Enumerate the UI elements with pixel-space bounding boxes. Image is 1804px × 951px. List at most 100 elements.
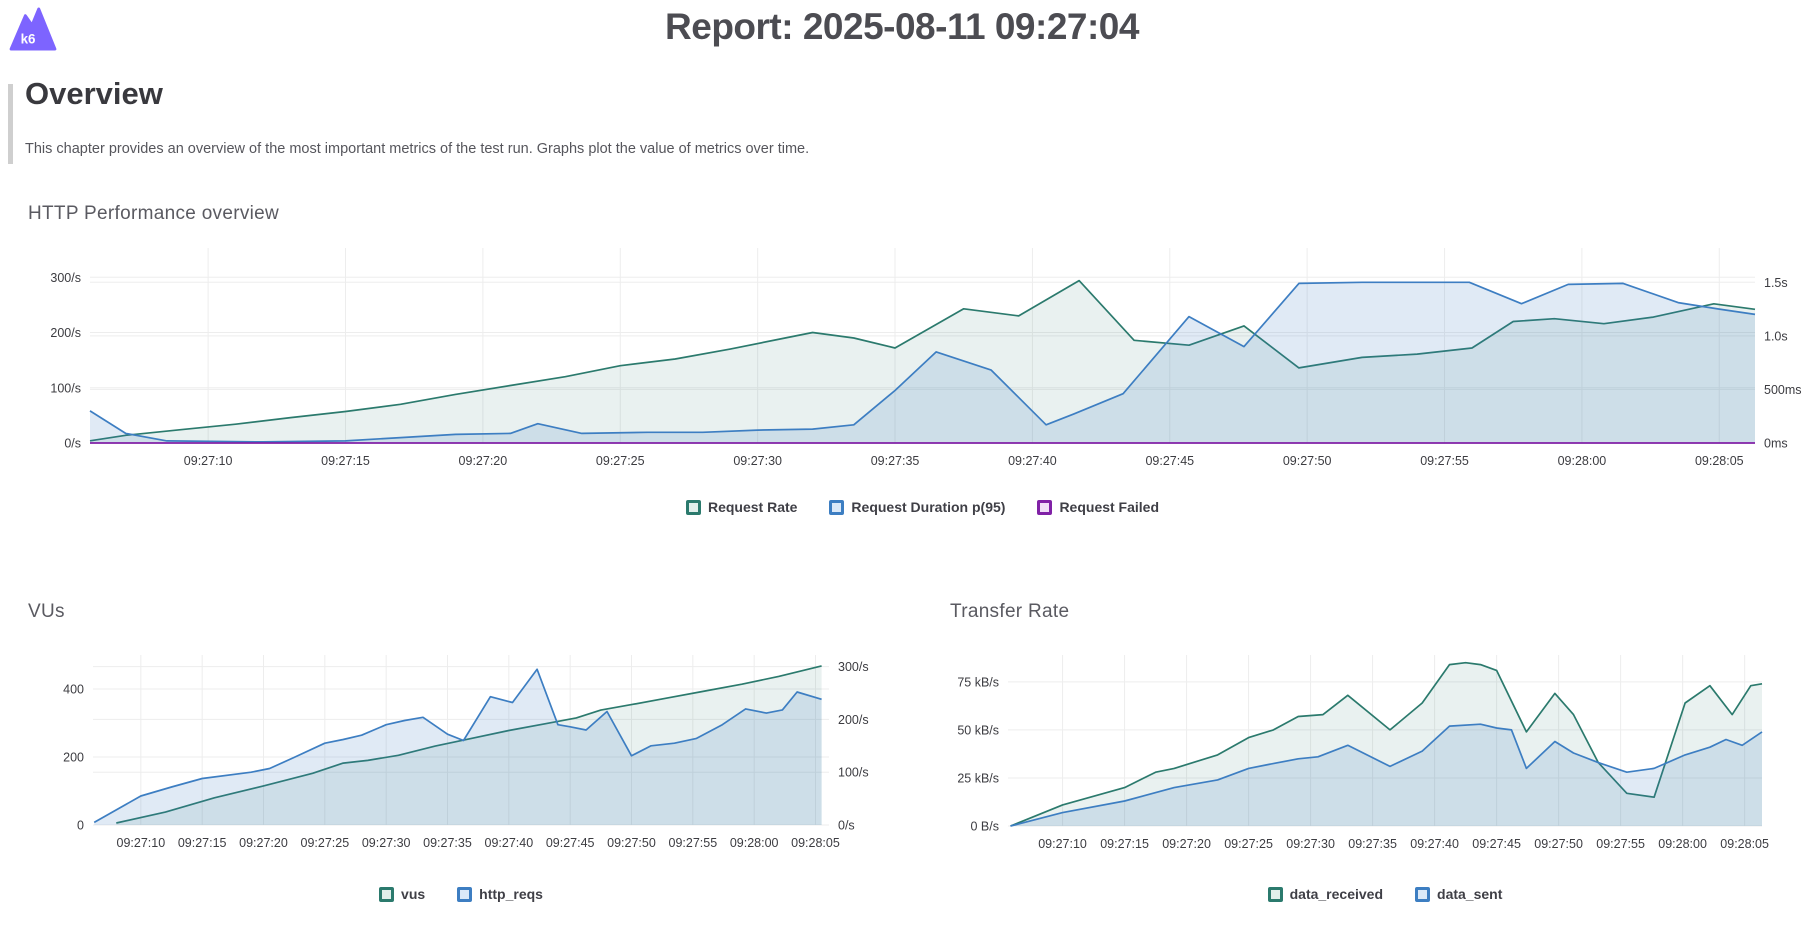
- axis-tick-label: 0/s: [64, 437, 81, 451]
- axis-tick-label: 09:27:50: [607, 836, 656, 850]
- legend-item-vus[interactable]: vus: [379, 886, 425, 902]
- legend-label: data_sent: [1437, 886, 1503, 902]
- axis-tick-label: 50 kB/s: [957, 723, 999, 737]
- axis-tick-label: 09:27:50: [1283, 454, 1332, 468]
- axis-tick-label: 09:28:05: [1695, 454, 1744, 468]
- axis-tick-label: 09:28:00: [1658, 837, 1707, 851]
- axis-tick-label: 09:28:00: [730, 836, 779, 850]
- chart-legend-http: Request Rate Request Duration p(95) Reques…: [90, 499, 1755, 515]
- legend-swatch-icon: [1267, 886, 1283, 902]
- axis-tick-label: 0ms: [1764, 437, 1788, 451]
- axis-tick-label: 09:27:10: [184, 454, 233, 468]
- axis-tick-label: 09:27:30: [733, 454, 782, 468]
- axis-tick-label: 500ms: [1764, 383, 1802, 397]
- chart-canvas-transfer[interactable]: 0 B/s 25 kB/s 50 kB/s 75 kB/s 09:27:10 09:27:…: [940, 645, 1787, 861]
- legend-label: vus: [401, 886, 426, 902]
- legend-swatch-icon: [457, 886, 473, 902]
- axis-tick-label: 09:27:30: [362, 836, 411, 850]
- chart-title-vus: VUs: [28, 601, 65, 622]
- axis-tick-label: 09:27:35: [1348, 837, 1397, 851]
- chart-legend-transfer: data_received data_sent: [1008, 886, 1762, 902]
- axis-tick-label: 0: [77, 819, 84, 833]
- axis-tick-label: 09:27:25: [1224, 837, 1273, 851]
- axis-tick-label: 09:27:45: [1472, 837, 1521, 851]
- axis-tick-label: 09:27:45: [546, 836, 595, 850]
- axis-tick-label: 0 B/s: [971, 820, 1000, 834]
- series-area-vus: [116, 665, 822, 825]
- axis-tick-label: 1.0s: [1764, 329, 1788, 343]
- legend-item-http-reqs[interactable]: http_reqs: [457, 886, 543, 902]
- axis-tick-label: 09:28:05: [1720, 837, 1769, 851]
- k6-logo-icon: k6: [9, 7, 57, 51]
- axis-tick-label: 09:27:40: [1410, 837, 1459, 851]
- axis-tick-label: 09:27:15: [178, 836, 227, 850]
- axis-tick-label: 09:28:05: [791, 836, 840, 850]
- legend-label: Request Failed: [1059, 499, 1160, 515]
- page-title: Report: 2025-08-11 09:27:04: [665, 6, 1139, 47]
- axis-tick-label: 09:27:20: [239, 836, 288, 850]
- legend-item-request-failed[interactable]: Request Failed: [1037, 499, 1159, 515]
- series-area-request-duration-p-95: [90, 282, 1755, 443]
- legend-item-data-received[interactable]: data_received: [1267, 886, 1384, 902]
- legend-label: data_received: [1289, 886, 1384, 902]
- legend-label: Request Duration p(95): [851, 499, 1006, 515]
- chart-plot-http-performance[interactable]: 0/s 100/s 200/s 300/s 0ms 500ms 1.0s 1.5s 09:27:…: [40, 236, 1804, 474]
- axis-tick-label: 09:27:35: [423, 836, 472, 850]
- chart-plot-transfer-rate[interactable]: 0 B/s 25 kB/s 50 kB/s 75 kB/s 09:27:10 09:27:…: [940, 645, 1787, 861]
- legend-swatch-icon: [379, 886, 395, 902]
- series-area-data-sent: [1010, 724, 1762, 826]
- axis-tick-label: 75 kB/s: [957, 675, 999, 689]
- legend-label: http_reqs: [479, 886, 543, 902]
- legend-swatch-icon: [829, 499, 845, 515]
- axis-tick-label: 0/s: [838, 819, 855, 833]
- axis-tick-label: 09:27:25: [301, 836, 350, 850]
- chart-title-transfer: Transfer Rate: [950, 601, 1070, 622]
- axis-tick-label: 09:27:10: [117, 836, 166, 850]
- section-accent-bar: [8, 84, 13, 164]
- series-line-request-rate: [89, 279, 1756, 442]
- series-line-data-sent: [1010, 723, 1763, 827]
- overview-heading: Overview: [25, 76, 163, 111]
- legend-item-request-duration-p-95[interactable]: Request Duration p(95): [829, 499, 1005, 515]
- axis-tick-label: 1.5s: [1764, 276, 1788, 290]
- legend-label: Request Rate: [707, 499, 798, 515]
- axis-tick-label: 200: [63, 751, 84, 765]
- axis-tick-label: 09:27:15: [1100, 837, 1149, 851]
- axis-tick-label: 09:27:40: [1008, 454, 1057, 468]
- axis-tick-label: 09:28:00: [1558, 454, 1607, 468]
- axis-tick-label: 09:27:35: [871, 454, 920, 468]
- axis-tick-label: 09:27:40: [485, 836, 534, 850]
- legend-item-data-sent[interactable]: data_sent: [1415, 886, 1502, 902]
- axis-tick-label: 09:27:55: [669, 836, 718, 850]
- chart-title-http: HTTP Performance overview: [28, 203, 280, 224]
- axis-tick-label: 400: [63, 683, 84, 697]
- axis-tick-label: 09:27:50: [1534, 837, 1583, 851]
- series-area-data-received: [1010, 662, 1762, 826]
- axis-tick-label: 09:27:45: [1145, 454, 1194, 468]
- k6-logo-text: k6: [21, 31, 36, 46]
- series-area-request-rate: [90, 280, 1755, 443]
- axis-tick-label: 100/s: [50, 381, 81, 395]
- legend-swatch-icon: [1415, 886, 1431, 902]
- series-line-data-received: [1010, 661, 1763, 827]
- axis-tick-label: 09:27:55: [1420, 454, 1469, 468]
- axis-tick-label: 09:27:20: [1162, 837, 1211, 851]
- axis-tick-label: 100/s: [838, 766, 869, 780]
- axis-tick-label: 09:27:15: [321, 454, 370, 468]
- chart-canvas-vus[interactable]: 0 200 400 0/s 100/s 200/s 300/s 09:27:10 09:27:1…: [43, 645, 884, 860]
- chart-canvas-http[interactable]: 0/s 100/s 200/s 300/s 0ms 500ms 1.0s 1.5s 09:27:…: [40, 236, 1804, 474]
- overview-description: This chapter provides an overview of the…: [25, 141, 810, 157]
- axis-tick-label: 09:27:10: [1038, 837, 1087, 851]
- series-line-vus: [116, 665, 822, 824]
- axis-tick-label: 09:27:20: [459, 454, 508, 468]
- k6-mountain-icon: k6: [9, 7, 57, 51]
- axis-tick-label: 09:27:55: [1596, 837, 1645, 851]
- chart-legend-vus: vus http_reqs: [93, 886, 829, 902]
- axis-tick-label: 09:27:25: [596, 454, 645, 468]
- legend-swatch-icon: [685, 499, 701, 515]
- legend-item-request-rate[interactable]: Request Rate: [685, 499, 798, 515]
- axis-tick-label: 200/s: [50, 326, 81, 340]
- legend-swatch-icon: [1037, 499, 1053, 515]
- chart-plot-vus[interactable]: 0 200 400 0/s 100/s 200/s 300/s 09:27:10 09:27:1…: [43, 645, 884, 860]
- series-line-request-duration-p-95: [89, 281, 1756, 443]
